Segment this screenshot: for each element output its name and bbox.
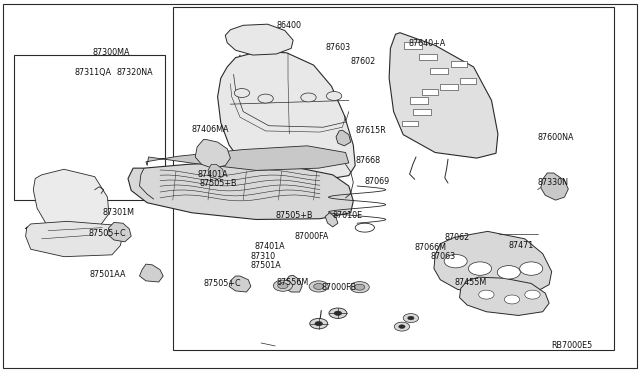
Text: 87401A: 87401A [254,242,285,251]
Text: 87471: 87471 [509,241,534,250]
Bar [440,84,458,90]
Bar [419,54,437,60]
Circle shape [468,262,492,275]
Circle shape [520,262,543,275]
Polygon shape [146,146,349,170]
Polygon shape [33,169,109,231]
Circle shape [403,314,419,323]
Text: 87505+B: 87505+B [275,211,313,219]
Circle shape [525,290,540,299]
Circle shape [278,283,288,289]
Text: 87640+A: 87640+A [408,39,445,48]
Text: 87603: 87603 [325,43,350,52]
FancyBboxPatch shape [14,55,165,200]
Polygon shape [229,276,251,292]
Text: 87000FB: 87000FB [322,283,357,292]
Text: 87505+C: 87505+C [204,279,241,288]
Text: 87066M: 87066M [415,243,447,252]
Polygon shape [225,24,293,55]
Circle shape [350,282,369,293]
Circle shape [309,281,328,292]
Text: 87505+B: 87505+B [200,179,237,187]
Text: 87330N: 87330N [538,178,568,187]
Text: 87556M: 87556M [276,278,308,287]
Polygon shape [140,264,163,282]
Polygon shape [26,221,123,257]
Circle shape [408,316,414,320]
Bar [410,97,428,104]
Text: RB7000E5: RB7000E5 [552,341,593,350]
Text: 87010E: 87010E [333,211,363,219]
Circle shape [310,318,328,329]
Circle shape [315,321,323,326]
Circle shape [234,89,250,97]
Polygon shape [285,275,302,292]
Bar [422,89,438,95]
Circle shape [258,94,273,103]
Circle shape [479,290,494,299]
Text: 87668: 87668 [355,156,380,165]
Circle shape [334,311,342,315]
Circle shape [444,254,467,268]
Polygon shape [460,277,549,315]
Text: 87320NA: 87320NA [116,68,153,77]
Bar [430,68,448,74]
Bar [451,61,467,67]
Text: 87505+C: 87505+C [88,229,126,238]
Text: 87600NA: 87600NA [538,133,574,142]
Circle shape [399,325,405,328]
Circle shape [314,283,324,289]
Polygon shape [128,162,353,219]
Polygon shape [218,51,355,179]
Text: 87401A: 87401A [197,170,228,179]
Polygon shape [389,33,498,158]
Circle shape [394,322,410,331]
Text: 87602: 87602 [351,57,376,66]
Text: 87615R: 87615R [355,126,386,135]
Text: 87501A: 87501A [251,261,282,270]
Text: 87062: 87062 [445,233,470,242]
Text: 87406MA: 87406MA [192,125,230,134]
Polygon shape [541,173,568,200]
Polygon shape [108,222,131,242]
Text: 87300MA: 87300MA [93,48,131,57]
Bar [460,78,476,84]
FancyBboxPatch shape [173,7,614,350]
Bar [402,121,418,126]
Polygon shape [336,130,351,146]
Circle shape [497,266,520,279]
Polygon shape [325,213,338,227]
Text: 87455M: 87455M [454,278,486,287]
Circle shape [301,93,316,102]
Circle shape [504,295,520,304]
Text: 87069: 87069 [365,177,390,186]
Bar [413,109,431,115]
Circle shape [329,308,347,318]
Circle shape [355,284,365,290]
Polygon shape [208,164,224,179]
Circle shape [326,92,342,100]
Text: 87311QA: 87311QA [74,68,111,77]
Polygon shape [195,140,230,168]
Polygon shape [434,231,552,296]
Bar [404,42,422,49]
Text: 86400: 86400 [276,21,301,30]
Text: 87000FA: 87000FA [294,232,329,241]
Text: 87501AA: 87501AA [90,270,126,279]
Text: 87310: 87310 [251,252,276,261]
Circle shape [273,280,292,291]
Text: 87063: 87063 [430,252,455,261]
Text: 87301M: 87301M [102,208,134,217]
